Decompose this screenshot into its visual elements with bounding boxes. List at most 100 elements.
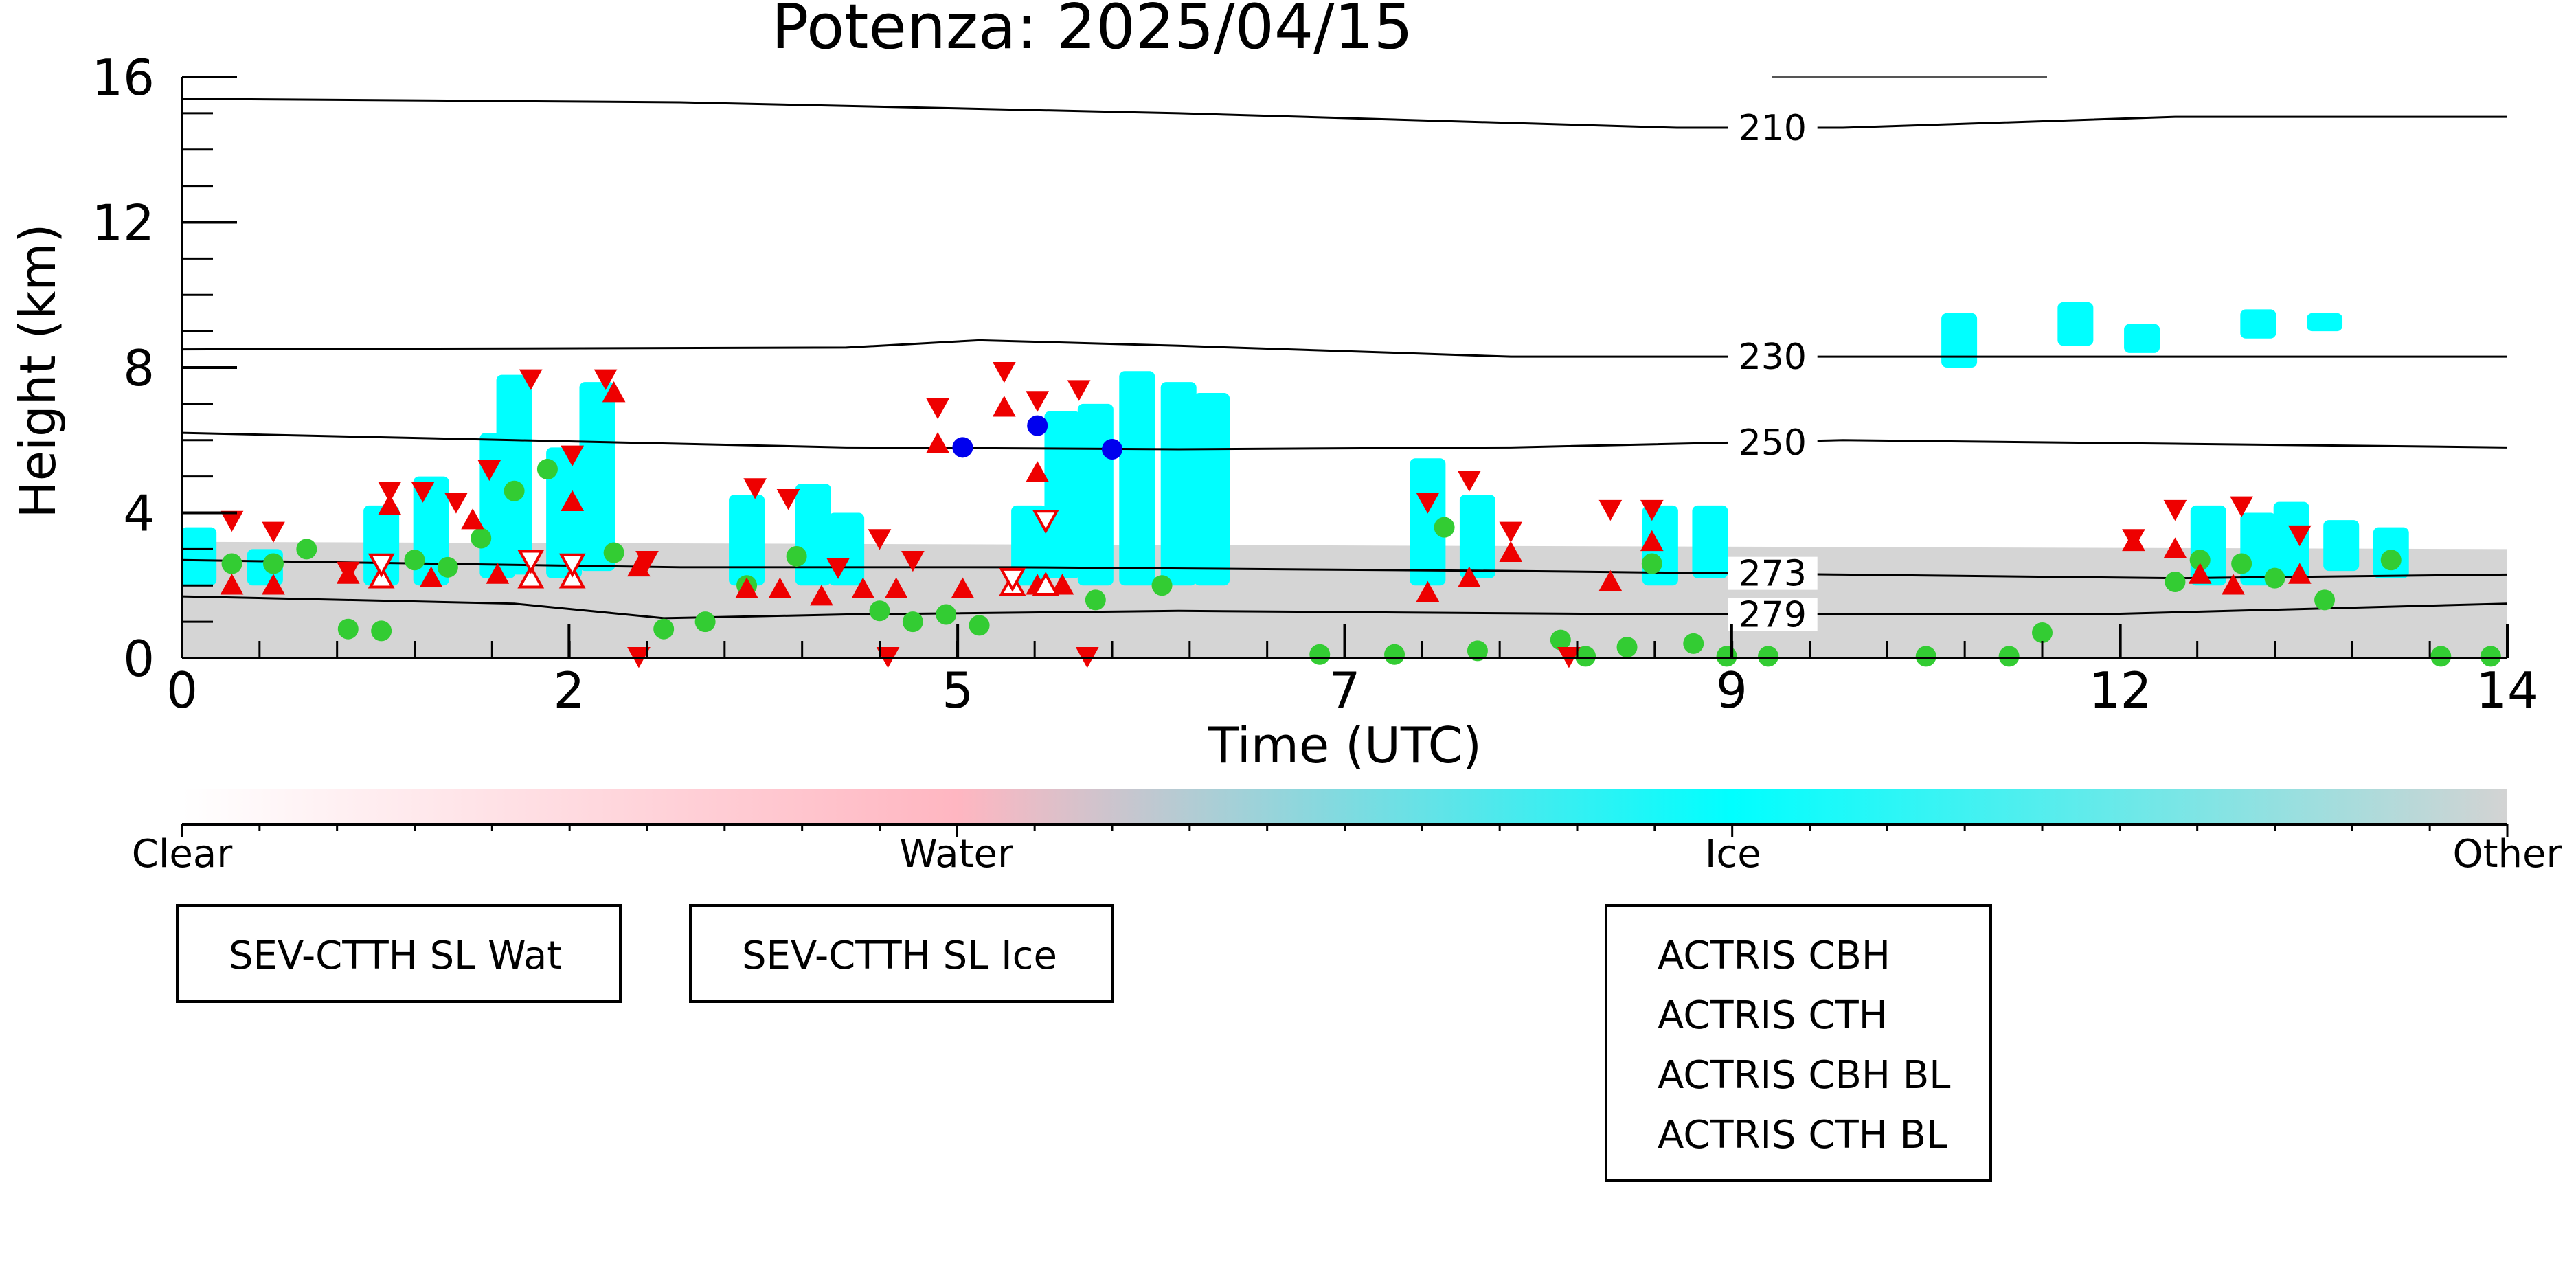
legend-label-actris-cbh: ACTRIS CBH (1658, 934, 1890, 978)
marker-sev-ctth-sl-wat (1550, 629, 1571, 651)
marker-sev-ctth-sl-wat (1758, 646, 1779, 667)
marker-sev-ctth-sl-wat (404, 550, 425, 571)
marker-actris-cbh (220, 574, 244, 595)
marker-sev-ctth-sl-wat (2430, 646, 2452, 667)
marker-actris-cbh (768, 577, 792, 598)
marker-actris-cth (594, 369, 618, 390)
marker-actris-cbh (461, 508, 484, 530)
colorbar-label: Water (899, 832, 1014, 877)
cloud-mask-ice (1410, 458, 1446, 586)
contour-label-250: 250 (1739, 422, 1807, 464)
marker-actris-cbh (926, 432, 949, 453)
marker-sev-ctth-sl-wat (221, 553, 242, 574)
contour-label-279: 279 (1739, 595, 1807, 636)
legend-box (1605, 904, 1992, 1182)
marker-actris-cth (1499, 521, 1523, 543)
cloud-mask-ice (2124, 324, 2160, 353)
contour-label-bg (1728, 340, 1818, 374)
marker-sev-ctth-sl-wat (2189, 550, 2211, 571)
marker-actris-cbh (1640, 530, 1664, 552)
temperature-contour-230 (181, 339, 2507, 358)
marker-actris-cth (411, 482, 435, 503)
marker-sev-ctth-sl-wat (603, 542, 624, 563)
marker-sev-ctth-sl-wat (1683, 633, 1704, 654)
cloud-mask-ice (729, 495, 765, 586)
colorbar-label: Ice (1705, 832, 1761, 877)
marker-sev-ctth-sl-wat (1616, 637, 1638, 658)
marker-sev-ctth-sl-wat (536, 459, 558, 480)
marker-sev-ctth-sl-wat (1915, 646, 1936, 667)
marker-actris-cbh (992, 396, 1016, 417)
marker-actris-cbh (1457, 566, 1481, 587)
marker-sev-ctth-sl-wat (296, 539, 317, 560)
marker-actris-cth-bl (999, 567, 1026, 592)
cloud-mask-ice (2307, 313, 2343, 332)
marker-actris-cth (926, 398, 949, 420)
y-axis: 0 4 8 12 16 (91, 49, 237, 688)
marker-actris-cth-bl (368, 553, 395, 578)
marker-actris-cbh-bl (1032, 572, 1059, 596)
marker-actris-cth (444, 493, 468, 514)
contour-label-bg (1728, 111, 1818, 145)
marker-sev-ctth-sl-wat (2231, 553, 2252, 574)
x-tick-label: 14 (2476, 662, 2539, 719)
cloud-mask-ice (2323, 520, 2360, 572)
marker-actris-cth (262, 521, 285, 543)
contour-label-bg (1728, 598, 1818, 631)
marker-actris-cbh (1499, 541, 1523, 562)
contour-label-210: 210 (1739, 108, 1807, 149)
marker-actris-cth (868, 529, 892, 550)
marker-actris-cth (2287, 525, 2312, 547)
legend-label-actris-cth-bl: ACTRIS CTH BL (1658, 1113, 1947, 1157)
colorbar-bar (182, 789, 2507, 824)
marker-actris-cbh (810, 585, 833, 606)
cloud-mask-ice (1077, 403, 1114, 586)
marker-actris-cth (1026, 391, 1050, 412)
cloud-mask-ice (1011, 505, 1048, 586)
chart-title: Potenza: 2025/04/15 (771, 0, 1413, 63)
marker-actris-cbh (951, 577, 975, 598)
marker-sev-ctth-sl-wat (1384, 644, 1405, 665)
marker-sev-ctth-sl-ice (1027, 415, 1048, 436)
marker-actris-cbh (735, 577, 758, 598)
marker-sev-ctth-sl-wat (1641, 553, 1662, 574)
cloud-mask-ice (1459, 495, 1495, 578)
marker-sev-ctth-sl-ice (1102, 438, 1122, 460)
cloud-mask-ice (795, 484, 831, 586)
marker-actris-cth (220, 510, 244, 532)
marker-actris-cbh (1416, 580, 1440, 602)
cloud-mask-ice (1941, 313, 1978, 368)
marker-actris-cth-bl (517, 550, 545, 574)
marker-actris-cth (2163, 499, 2187, 521)
marker-sev-ctth-sl-wat (1085, 589, 1106, 611)
marker-actris-cbh (1050, 574, 1074, 595)
marker-actris-cth (1598, 499, 1623, 521)
marker-actris-cth (776, 489, 800, 510)
x-tick-label: 9 (1716, 662, 1748, 719)
marker-actris-cbh (262, 574, 285, 595)
marker-sev-ctth-sl-wat (653, 618, 675, 640)
cloud-mask-ice (546, 447, 583, 578)
marker-actris-cbh (2188, 563, 2212, 584)
y-tick-label: 12 (91, 194, 155, 252)
colorbar: Clear Water Ice Other (132, 789, 2562, 877)
marker-actris-cth (635, 550, 659, 572)
marker-sev-ctth-sl-ice (952, 437, 973, 458)
y-tick-label: 4 (123, 485, 155, 543)
marker-actris-cth (336, 561, 360, 583)
marker-actris-cbh (2287, 563, 2312, 584)
cloud-mask-ice (1692, 505, 1728, 578)
marker-actris-cbh (2163, 537, 2187, 558)
y-tick-label: 0 (123, 630, 155, 688)
marker-sev-ctth-sl-wat (504, 480, 525, 501)
marker-sev-ctth-sl-wat (2480, 646, 2501, 667)
marker-sev-ctth-sl-wat (262, 553, 284, 574)
cloud-mask-ice (828, 512, 865, 586)
marker-actris-cbh (1598, 569, 1623, 591)
marker-actris-cbh (419, 566, 443, 587)
x-tick-label: 2 (553, 662, 585, 719)
marker-actris-cth (1640, 499, 1664, 521)
marker-sev-ctth-sl-wat (1309, 644, 1331, 665)
